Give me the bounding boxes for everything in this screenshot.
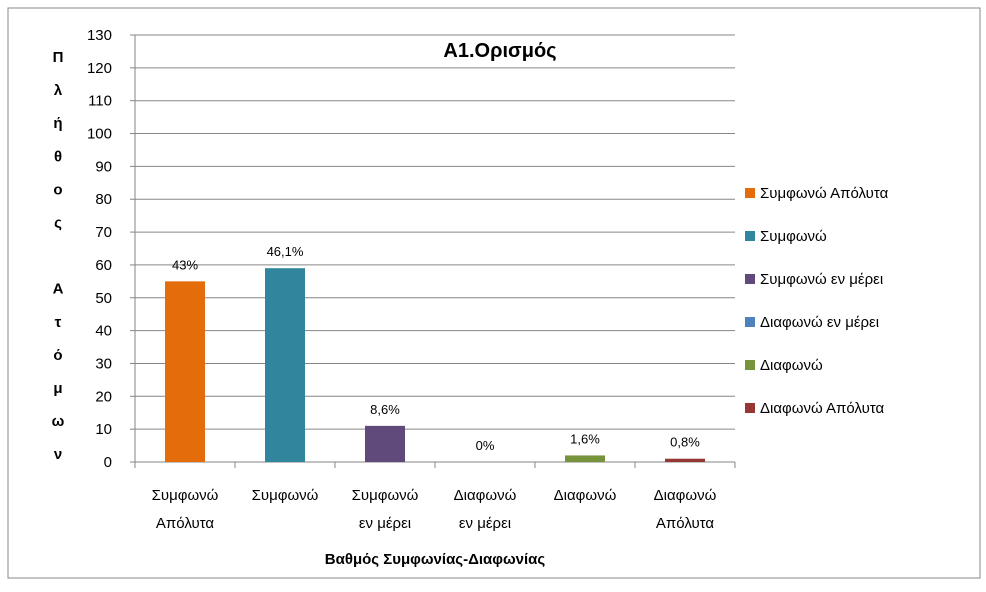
y-tick-label: 100 (87, 126, 112, 143)
legend-swatch (745, 188, 755, 198)
data-label: 46,1% (267, 244, 304, 259)
legend-label: Διαφωνώ Απόλυτα (760, 400, 884, 417)
legend-swatch (745, 360, 755, 370)
y-tick-label: 30 (95, 355, 112, 372)
bar (665, 458, 705, 462)
legend-label: Διαφωνώ εν μέρει (760, 314, 879, 331)
legend-swatch (745, 231, 755, 241)
y-tick-label: 60 (95, 257, 112, 274)
bar (565, 455, 605, 462)
data-label: 1,6% (570, 431, 600, 446)
chart-title: Α1.Ορισμός (443, 40, 556, 62)
bar (265, 268, 305, 462)
x-tick-label: Συμφωνώ εν μέρει (352, 487, 419, 532)
y-tick-label: 70 (95, 224, 112, 241)
y-tick-label: 120 (87, 60, 112, 77)
data-label: 0% (476, 438, 495, 453)
legend-label: Συμφωνώ (760, 228, 827, 245)
data-label: 0,8% (670, 435, 700, 450)
y-tick-label: 90 (95, 158, 112, 175)
y-tick-label: 110 (88, 93, 112, 110)
legend-swatch (745, 274, 755, 284)
y-tick-label: 20 (95, 388, 112, 405)
y-tick-label: 50 (95, 290, 112, 307)
legend-label: Διαφωνώ (760, 357, 823, 374)
legend-label: Συμφωνώ εν μέρει (760, 271, 883, 288)
y-tick-label: 80 (95, 191, 112, 208)
y-tick-label: 10 (95, 421, 112, 438)
data-label: 43% (172, 257, 198, 272)
bar (165, 281, 205, 462)
x-axis-label: Βαθμός Συμφωνίας-Διαφωνίας (325, 551, 546, 568)
legend-swatch (745, 403, 755, 413)
y-tick-label: 130 (87, 27, 112, 44)
y-tick-label: 40 (95, 323, 112, 340)
legend-swatch (745, 317, 755, 327)
data-label: 8,6% (370, 402, 400, 417)
x-tick-label: Διαφωνώ (554, 487, 617, 504)
bar (365, 425, 405, 462)
legend-label: Συμφωνώ Απόλυτα (760, 185, 889, 202)
y-tick-label: 0 (104, 454, 112, 471)
x-tick-label: Συμφωνώ Απόλυτα (152, 487, 219, 532)
x-tick-label: Διαφωνώ Απόλυτα (654, 487, 717, 532)
x-tick-label: Διαφωνώ εν μέρει (454, 487, 517, 532)
x-tick-label: Συμφωνώ (252, 487, 319, 504)
